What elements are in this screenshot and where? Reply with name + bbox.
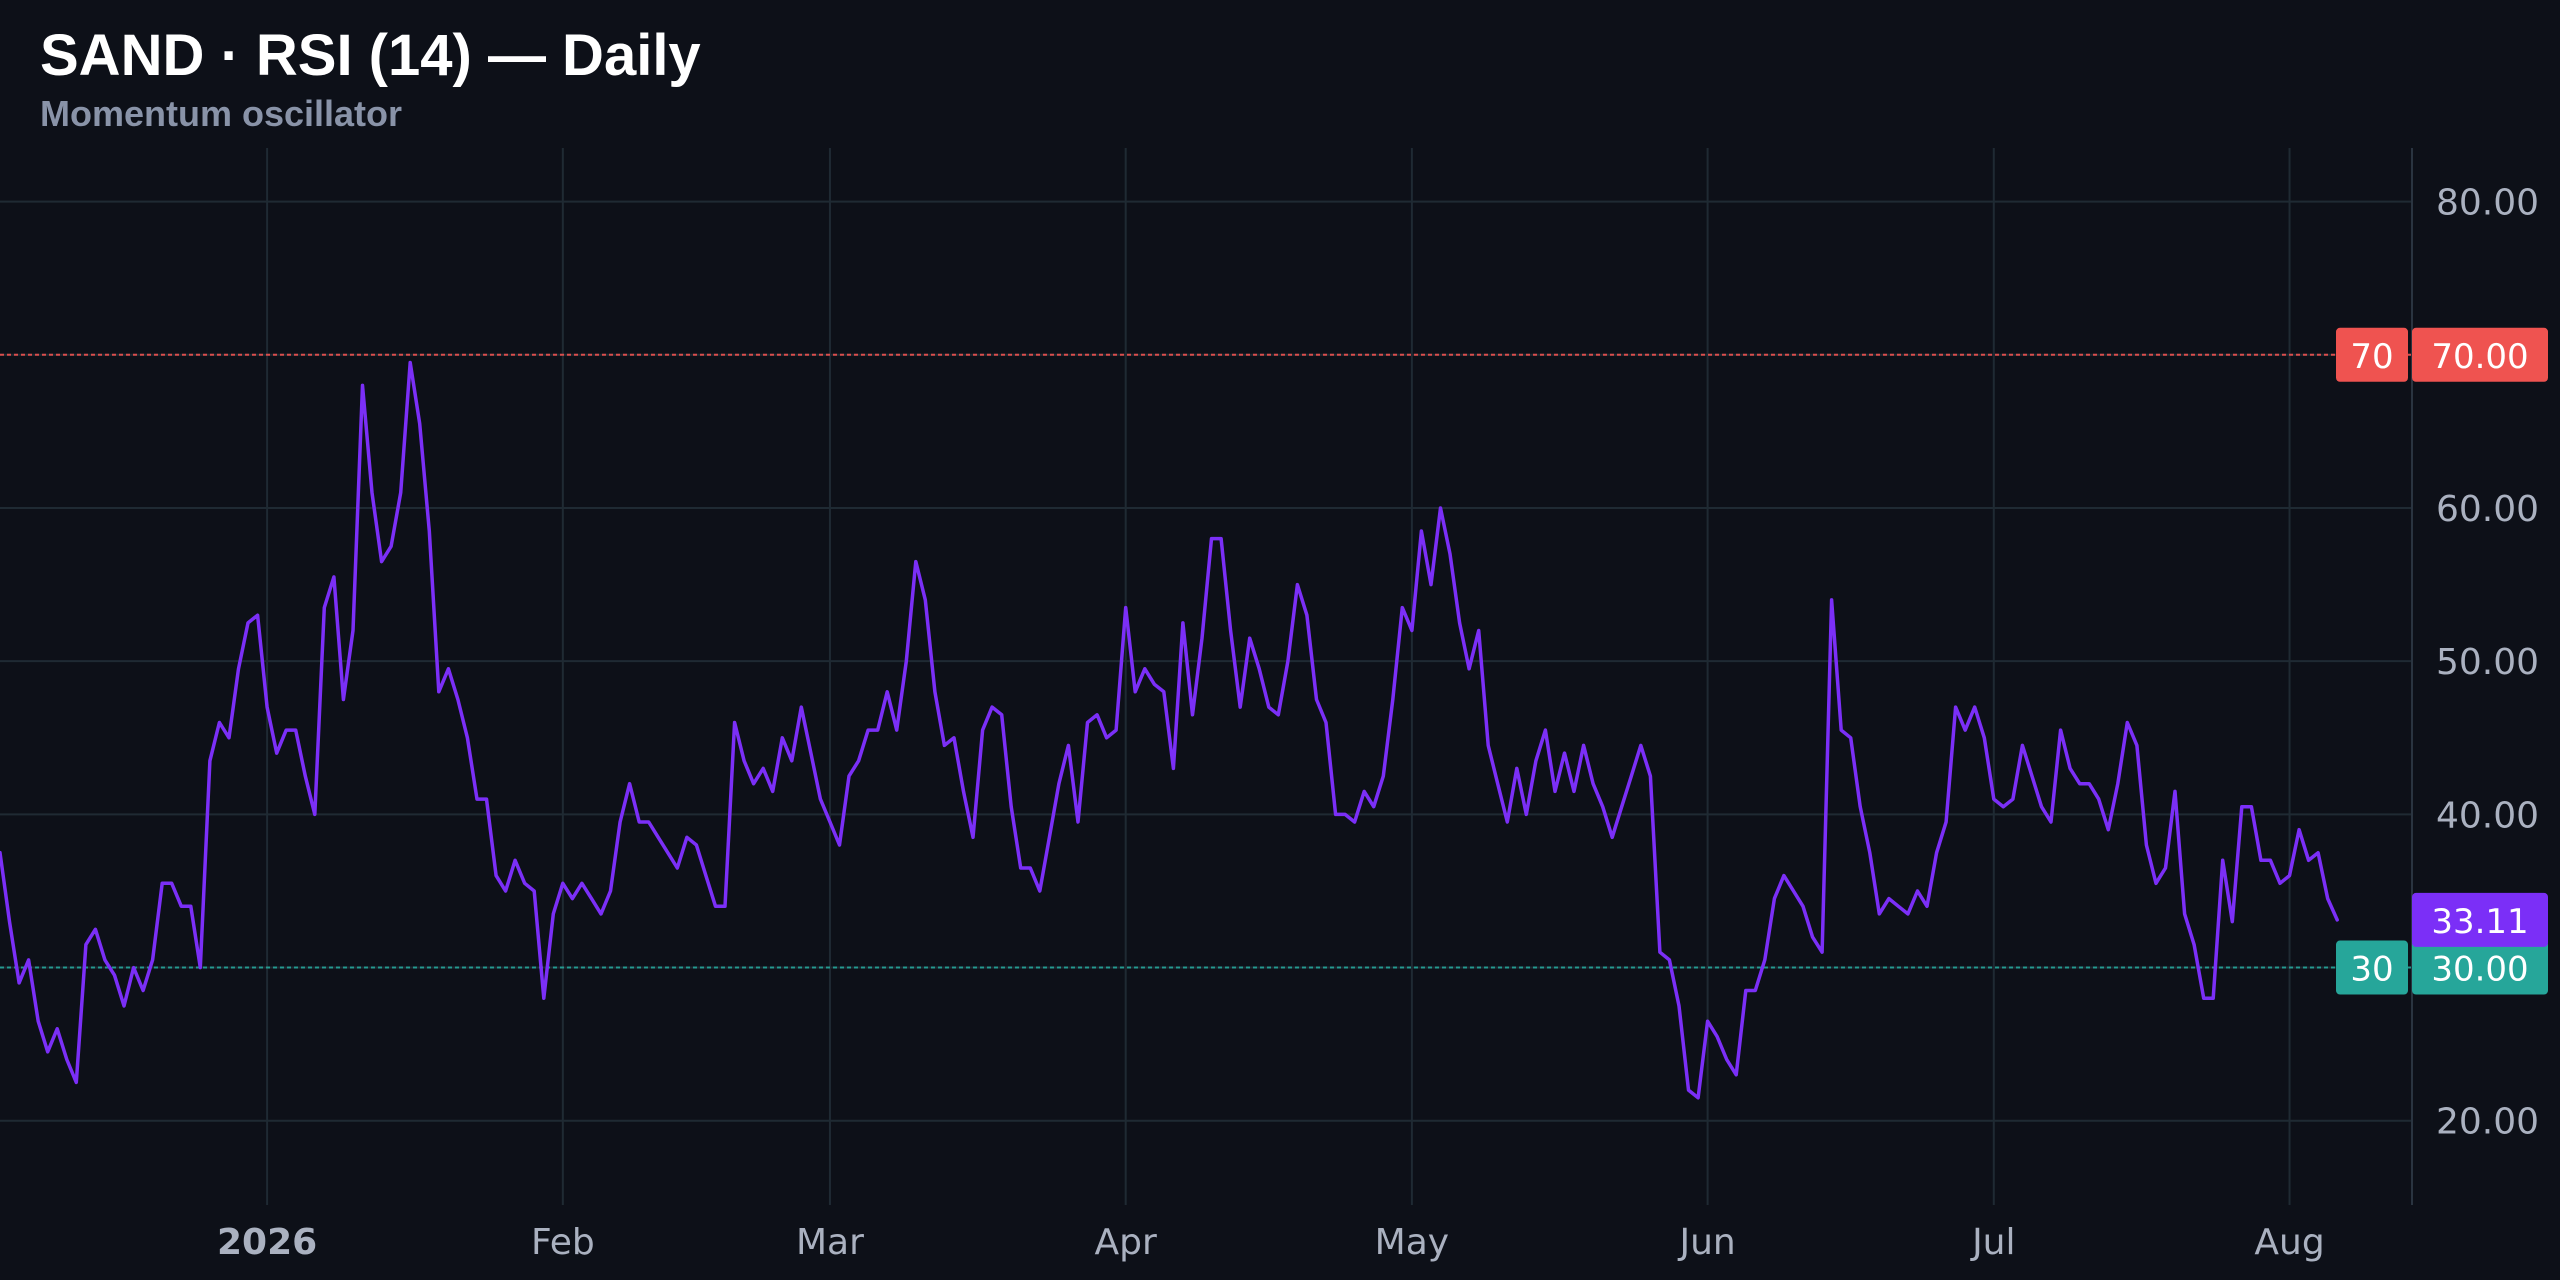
level-value-badge-70	[2412, 327, 2548, 382]
y-tick-label: 80.00	[2436, 183, 2539, 224]
last-value-label: 33.11	[2431, 902, 2528, 942]
chart-title: SAND · RSI (14) — Daily	[40, 23, 701, 88]
x-tick-label: May	[1375, 1222, 1449, 1263]
y-tick-label: 20.00	[2436, 1102, 2539, 1143]
level-value-label: 30.00	[2431, 950, 2528, 990]
x-tick-label: Feb	[531, 1222, 595, 1263]
x-tick-label: Apr	[1095, 1222, 1157, 1263]
x-tick-label: 2026	[217, 1222, 317, 1263]
rsi-line	[0, 360, 2339, 1100]
x-tick-label: Aug	[2254, 1222, 2324, 1263]
x-tick-label: Jun	[1677, 1222, 1735, 1263]
rsi-series	[0, 360, 2339, 1100]
axis-badges: 70 70.00 30 30.00 33.11	[2336, 327, 2548, 995]
x-tick-label: Jul	[1970, 1222, 2015, 1263]
level-badge-70	[2336, 327, 2408, 382]
chart-subtitle: Momentum oscillator	[40, 93, 402, 134]
y-tick-label: 50.00	[2436, 642, 2539, 683]
x-tick-label: Mar	[796, 1222, 864, 1263]
level-badge-label: 70	[2350, 337, 2393, 377]
y-tick-label: 60.00	[2436, 489, 2539, 530]
reference-levels	[0, 353, 2412, 969]
level-value-label: 70.00	[2431, 337, 2528, 377]
y-tick-label: 40.00	[2436, 795, 2539, 836]
x-axis: 2026 Feb Mar Apr May Jun Jul Aug	[217, 1222, 2325, 1263]
level-badge-label: 30	[2350, 950, 2393, 990]
level-value-badge-30	[2412, 940, 2548, 995]
last-value-badge	[2412, 892, 2548, 947]
level-badge-30	[2336, 940, 2408, 995]
